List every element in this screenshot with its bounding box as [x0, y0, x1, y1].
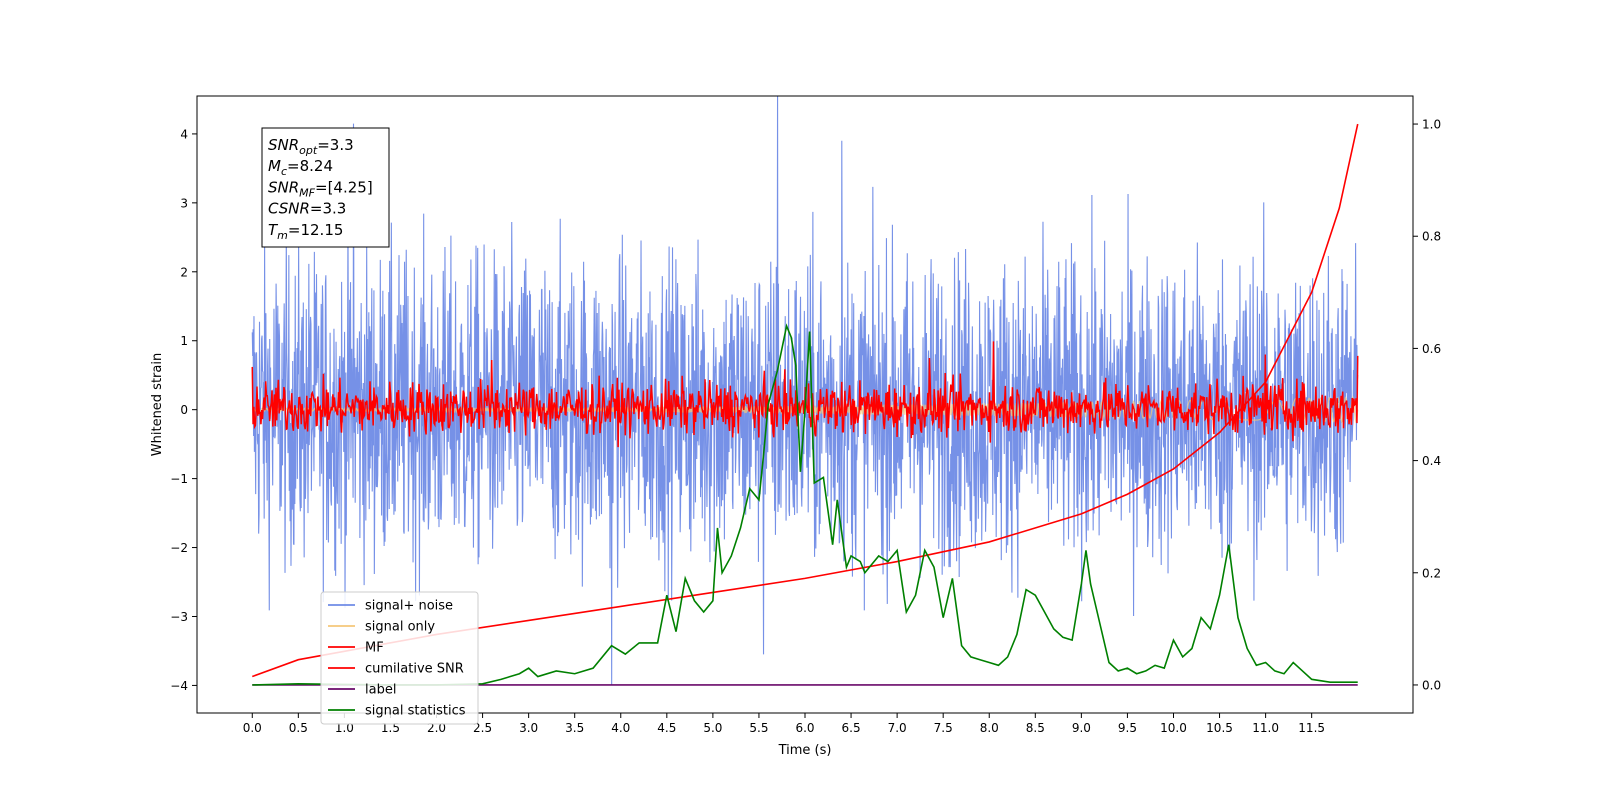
legend-label: signal only [365, 620, 435, 635]
annotation-line: SNRMF=[4.25] [268, 178, 373, 199]
y-tick-label: 0 [180, 403, 188, 417]
x-tick-label: 3.5 [565, 721, 584, 735]
y2-tick-label: 0.8 [1422, 230, 1441, 244]
x-tick-label: 7.5 [934, 721, 953, 735]
y-axis-left: −4 −3 −2 −1 0 1 2 3 4 [170, 127, 197, 693]
x-tick-label: 9.0 [1072, 721, 1091, 735]
annotation-line: Tm=12.15 [268, 221, 343, 242]
x-tick-label: 4.5 [657, 721, 676, 735]
x-tick-label: 5.0 [703, 721, 722, 735]
x-tick-label: 4.0 [611, 721, 630, 735]
series-signal-statistics [252, 323, 1358, 686]
x-axis: 0.0 0.5 1.0 1.5 2.0 2.5 3.0 3.5 4.0 4.5 5.0 5.5 6.0 6… [243, 713, 1325, 735]
x-tick-label: 7.0 [888, 721, 907, 735]
x-tick-label: 10.5 [1206, 721, 1233, 735]
x-tick-label: 0.5 [289, 721, 308, 735]
y2-tick-label: 0.0 [1422, 678, 1441, 692]
annotation-line: SNRopt=3.3 [268, 136, 354, 157]
legend: signal+ noise signal only MF cumilative SNR… [320, 591, 479, 725]
x-tick-label: 0.0 [243, 721, 262, 735]
legend-item: MF [328, 641, 384, 656]
x-tick-label: 10.0 [1160, 721, 1187, 735]
y-tick-label: 3 [180, 196, 188, 210]
legend-label: signal statistics [365, 704, 466, 719]
x-tick-label: 11.0 [1252, 721, 1279, 735]
y-tick-label: 4 [180, 127, 188, 141]
y2-tick-label: 0.4 [1422, 454, 1441, 468]
y2-tick-label: 0.6 [1422, 342, 1441, 356]
y-tick-label: −2 [170, 541, 188, 555]
x-tick-label: 6.0 [795, 721, 814, 735]
y2-tick-label: 0.2 [1422, 566, 1441, 580]
annotation-line: CSNR=3.3 [268, 200, 346, 218]
x-tick-label: 8.0 [980, 721, 999, 735]
annotation-line: Mc=8.24 [268, 157, 333, 178]
legend-label: label [365, 683, 396, 698]
legend-item: signal statistics [328, 704, 466, 719]
x-tick-label: 11.5 [1298, 721, 1325, 735]
legend-item: signal+ noise [328, 599, 453, 614]
legend-label: signal+ noise [365, 599, 453, 614]
annotation-frame [261, 127, 390, 248]
x-tick-label: 5.5 [749, 721, 768, 735]
legend-frame [320, 591, 479, 725]
x-tick-label: 2.5 [473, 721, 492, 735]
y-tick-label: −1 [170, 472, 188, 486]
y-tick-label: 1 [180, 334, 188, 348]
legend-item: signal only [328, 620, 435, 635]
y-axis-right: 0.0 0.2 0.4 0.6 0.8 1.0 [1413, 118, 1441, 692]
x-tick-label: 3.0 [519, 721, 538, 735]
legend-label: MF [365, 641, 384, 656]
legend-label: cumilative SNR [365, 662, 464, 677]
legend-item: label [328, 683, 396, 698]
x-tick-label: 6.5 [842, 721, 861, 735]
x-axis-label: Time (s) [778, 743, 832, 758]
y-axis-label: Whitened strain [150, 353, 165, 456]
legend-item: cumilative SNR [328, 662, 464, 677]
y-tick-label: −4 [170, 679, 188, 693]
y2-tick-label: 1.0 [1422, 118, 1441, 132]
y-tick-label: −3 [170, 610, 188, 624]
x-tick-label: 8.5 [1026, 721, 1045, 735]
y-tick-label: 2 [180, 265, 188, 279]
x-tick-label: 9.5 [1118, 721, 1137, 735]
